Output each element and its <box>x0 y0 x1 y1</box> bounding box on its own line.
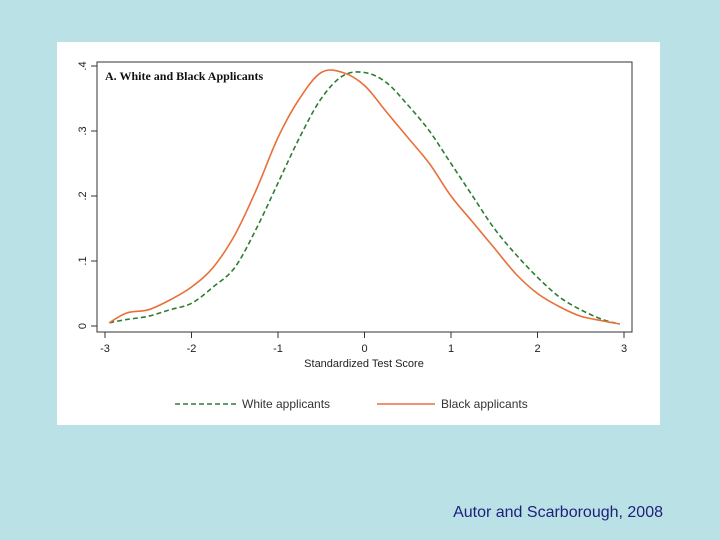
series-line-black-applicants <box>108 69 620 325</box>
y-axis: 0 .1 .2 .3 .4 <box>77 61 97 329</box>
x-axis: -3 -2 -1 0 1 2 3 <box>100 332 627 355</box>
plot-area: A. White and Black Applicants <box>96 61 633 333</box>
x-tick-label: 2 <box>534 343 540 355</box>
y-tick-label: .4 <box>77 61 89 70</box>
x-tick-label: 3 <box>621 343 627 355</box>
legend-label-white-applicants: White applicants <box>242 397 330 411</box>
chart-title: A. White and Black Applicants <box>105 69 263 83</box>
y-tick-label: .3 <box>77 126 89 135</box>
legend-label-black-applicants: Black applicants <box>441 397 528 411</box>
chart-panel: A. White and Black Applicants -3 -2 -1 0 1 2 3… <box>57 42 660 425</box>
x-tick-label: -1 <box>273 343 283 355</box>
x-tick-label: 1 <box>448 343 454 355</box>
y-tick-label: .1 <box>77 256 89 265</box>
series-layer <box>108 69 620 325</box>
x-tick-label: -2 <box>187 343 197 355</box>
y-tick-label: .2 <box>77 191 89 200</box>
legend: White applicants Black applicants <box>175 397 528 411</box>
x-tick-label: 0 <box>361 343 367 355</box>
x-tick-label: -3 <box>100 343 110 355</box>
series-line-white-applicants <box>109 71 620 325</box>
y-tick-label: 0 <box>77 323 89 329</box>
density-chart: A. White and Black Applicants -3 -2 -1 0 1 2 3… <box>77 61 633 411</box>
x-axis-title: Standardized Test Score <box>304 358 424 370</box>
citation-text: Autor and Scarborough, 2008 <box>453 504 663 521</box>
